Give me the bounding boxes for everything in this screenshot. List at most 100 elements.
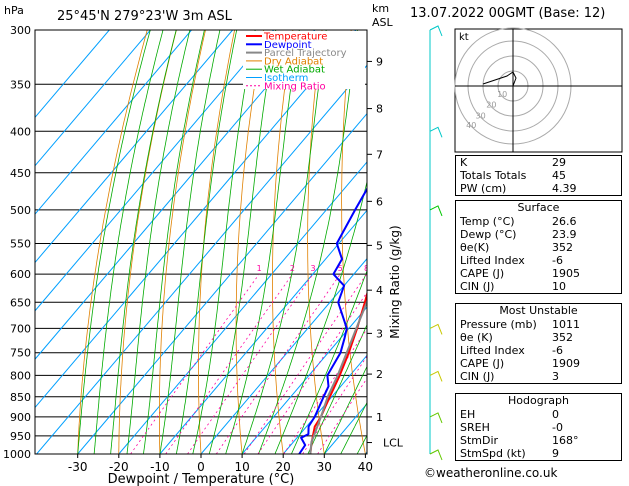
site-link[interactable]: weatheronline.co.uk — [436, 466, 558, 480]
hodograph-ring-label: 10 — [497, 90, 507, 99]
isotherm-line — [77, 112, 367, 454]
dry-adiabat-line — [235, 30, 265, 454]
km-tick-label: 4 — [376, 284, 383, 297]
pressure-tick-label: 850 — [10, 391, 31, 404]
isotherm-line — [200, 257, 367, 454]
pressure-tick-label: 650 — [10, 296, 31, 309]
surface-title: Surface — [517, 201, 560, 214]
mixing-ratio-label: 2 — [290, 264, 295, 273]
wet-adiabat-line — [159, 30, 221, 454]
dry-adiabat-line — [407, 30, 448, 454]
pressure-tick-label: 450 — [10, 167, 31, 180]
isotherm-line — [35, 30, 192, 215]
legend-label: Dry Adiabat — [264, 56, 323, 67]
isotherm-line — [118, 161, 367, 454]
x-tick-label: 0 — [197, 460, 205, 474]
pressure-tick-label: 500 — [10, 204, 31, 217]
param-value: 1011 — [552, 318, 580, 331]
pressure-tick-label: 800 — [10, 369, 31, 382]
x-tick-label: 30 — [317, 460, 332, 474]
wind-barb — [429, 323, 443, 335]
x-tick-label: -10 — [150, 460, 170, 474]
param-row: Lifted Index -6 — [456, 254, 621, 267]
km-tick-label: 5 — [376, 239, 383, 252]
param-key: CIN (J) — [460, 370, 495, 383]
pressure-tick-label: 750 — [10, 347, 31, 360]
dry-adiabat-line — [307, 30, 325, 454]
x-tick-label: 20 — [276, 460, 291, 474]
mixing-ratio-line — [130, 273, 260, 454]
param-value: -6 — [552, 344, 563, 357]
param-value: 26.6 — [552, 215, 577, 228]
hodograph-trace — [482, 71, 517, 87]
param-value: 0 — [552, 408, 559, 421]
wind-barbs — [429, 25, 443, 461]
km-tick-label: 1 — [376, 411, 383, 424]
param-value: -0 — [552, 421, 563, 434]
mixing-ratio-label: 3 — [310, 264, 315, 273]
param-row: PW (cm) 4.39 — [456, 182, 621, 195]
param-value: 4.39 — [552, 182, 577, 195]
param-row: CAPE (J) 1909 — [456, 357, 621, 370]
most-unstable-panel: Most Unstable Pressure (mb) 1011 θe (K) 352… — [455, 303, 622, 384]
isotherm-line — [35, 30, 233, 264]
mixing-ratio-label: 20 — [416, 264, 426, 273]
hodograph-unit-label: kt — [459, 32, 469, 43]
param-row: Temp (°C) 26.6 — [456, 215, 621, 228]
x-axis-title: Dewpoint / Temperature (°C) — [108, 472, 295, 486]
param-value: 29 — [552, 156, 566, 169]
param-row: Pressure (mb) 1011 — [456, 318, 621, 331]
legend-label: Mixing Ratio — [264, 81, 326, 92]
footer-credit[interactable]: ©weatheronline.co.uk — [424, 466, 557, 480]
copyright-icon: © — [424, 466, 436, 480]
isotherm-line — [35, 30, 110, 119]
isotherm-line — [241, 306, 367, 454]
param-row: SREH -0 — [456, 421, 621, 434]
pressure-tick-label: 300 — [10, 24, 31, 37]
temperature-line — [309, 290, 367, 454]
isotherm-line — [35, 30, 275, 312]
wet-adiabat-line — [208, 30, 277, 454]
mixing-ratio-line — [165, 273, 293, 454]
wind-barb — [429, 449, 443, 461]
x-tick-label: -30 — [68, 460, 88, 474]
x-tick-label: 40 — [358, 460, 373, 474]
param-value: 9 — [552, 447, 559, 460]
dry-adiabat-line — [197, 30, 235, 454]
param-key: PW (cm) — [460, 182, 507, 195]
mixing-ratio-label: 5 — [338, 264, 343, 273]
param-key: CIN (J) — [460, 280, 495, 293]
param-row: CIN (J) 3 — [456, 370, 621, 383]
param-key: StmDir — [460, 434, 499, 447]
wet-adiabat-line — [143, 30, 205, 454]
param-value: 10 — [552, 280, 566, 293]
km-tick-label: 3 — [376, 327, 383, 340]
param-value: 1909 — [552, 357, 580, 370]
mixing-ratio-label: 25 — [430, 264, 440, 273]
mixing-ratio-line — [187, 273, 314, 454]
wet-adiabat-line — [340, 401, 367, 454]
pressure-tick-label: 600 — [10, 268, 31, 281]
legend-label: Isotherm — [264, 73, 308, 84]
isotherm-line — [35, 30, 151, 167]
wet-adiabat-line — [307, 323, 367, 454]
param-value: 45 — [552, 169, 566, 182]
param-key: Temp (°C) — [460, 215, 515, 228]
km-label: km — [372, 2, 389, 15]
x-tick-label: 10 — [234, 460, 249, 474]
pressure-tick-label: 1000 — [3, 448, 31, 461]
hodograph-ring-label: 40 — [466, 121, 476, 130]
param-value: 3 — [552, 370, 559, 383]
most-unstable-title: Most Unstable — [499, 304, 578, 317]
param-row: CAPE (J) 1905 — [456, 267, 621, 280]
param-key: Totals Totals — [460, 169, 527, 182]
axes: 3003504004505005506006507007508008509009… — [3, 24, 404, 474]
x-tick-label: -20 — [109, 460, 129, 474]
param-key: SREH — [460, 421, 490, 434]
param-value: -6 — [552, 254, 563, 267]
dry-adiabat-line — [158, 30, 206, 454]
param-row: Lifted Index -6 — [456, 344, 621, 357]
legend-label: Wet Adiabat — [264, 65, 325, 76]
